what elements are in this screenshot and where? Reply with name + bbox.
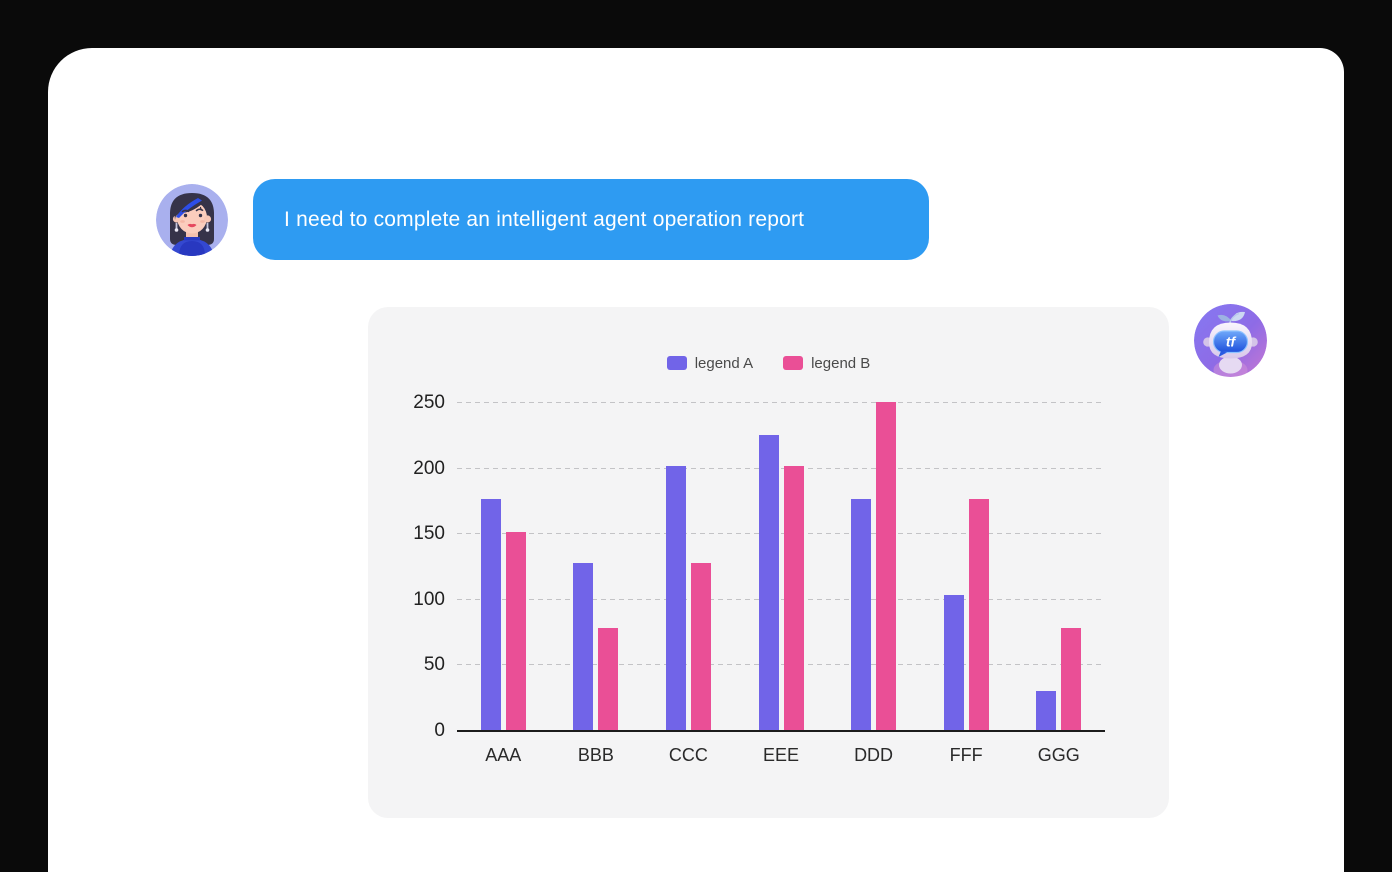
legend-label: legend A [694, 354, 754, 372]
y-tick-label: 100 [413, 588, 445, 610]
bar-b-ddd [876, 402, 897, 730]
legend-item-a[interactable]: legend A [666, 354, 754, 372]
y-tick-label: 200 [413, 457, 445, 479]
assistant-avatar: tf [1194, 304, 1267, 377]
plot-area: AAA BBB CCC EEE DDD FFF GGG [457, 402, 1105, 765]
bar-b-aaa [505, 531, 526, 730]
gridline [457, 664, 1105, 666]
x-tick-label: AAA [485, 745, 522, 765]
woman-avatar-illustration [156, 184, 228, 256]
bar-b-fff [968, 499, 989, 730]
legend-label: legend B [811, 354, 871, 372]
bar-a-ggg [1036, 690, 1057, 730]
x-tick-label: BBB [577, 745, 614, 765]
main-card: I need to complete an intelligent agent … [48, 48, 1344, 872]
assistant-badge-text: tf [1226, 334, 1237, 350]
gridline [457, 402, 1105, 403]
chart-panel: legend A legend B 0 50 100 150 200 250 AAA BBB C… [368, 307, 1169, 818]
x-tick-label: CCC [668, 745, 708, 765]
chat-bubble: I need to complete an intelligent agent … [253, 179, 929, 260]
y-axis-labels: 0 50 100 150 200 250 [368, 392, 445, 741]
bar-a-aaa [480, 499, 501, 730]
y-tick-label: 0 [434, 720, 445, 741]
y-tick-label: 50 [423, 654, 445, 676]
bar-a-bbb [573, 563, 594, 730]
legend-swatch [666, 356, 687, 370]
user-avatar [156, 184, 228, 256]
x-tick-label: GGG [1037, 745, 1080, 765]
bar-b-ccc [690, 563, 711, 730]
chat-message-text: I need to complete an intelligent agent … [284, 207, 805, 231]
legend-swatch [783, 356, 804, 370]
tf-robot-avatar-illustration: tf [1194, 304, 1267, 377]
x-axis-line [457, 730, 1105, 732]
chart-legend: legend A legend B [368, 353, 1169, 373]
y-tick-label: 250 [413, 392, 445, 413]
bar-b-eee [783, 466, 804, 730]
gridline [457, 598, 1105, 600]
bar-a-eee [758, 434, 779, 730]
bar-a-ddd [851, 499, 872, 730]
bar-a-fff [943, 594, 964, 730]
gridline [457, 467, 1105, 469]
x-tick-label: EEE [762, 745, 799, 765]
x-tick-label: FFF [949, 745, 983, 765]
bar-b-bbb [598, 627, 619, 730]
gridline [457, 533, 1105, 535]
y-tick-label: 150 [413, 523, 445, 545]
bar-a-ccc [665, 466, 686, 730]
legend-item-b[interactable]: legend B [783, 355, 870, 372]
bar-b-ggg [1061, 627, 1082, 730]
x-tick-label: DDD [854, 745, 894, 765]
